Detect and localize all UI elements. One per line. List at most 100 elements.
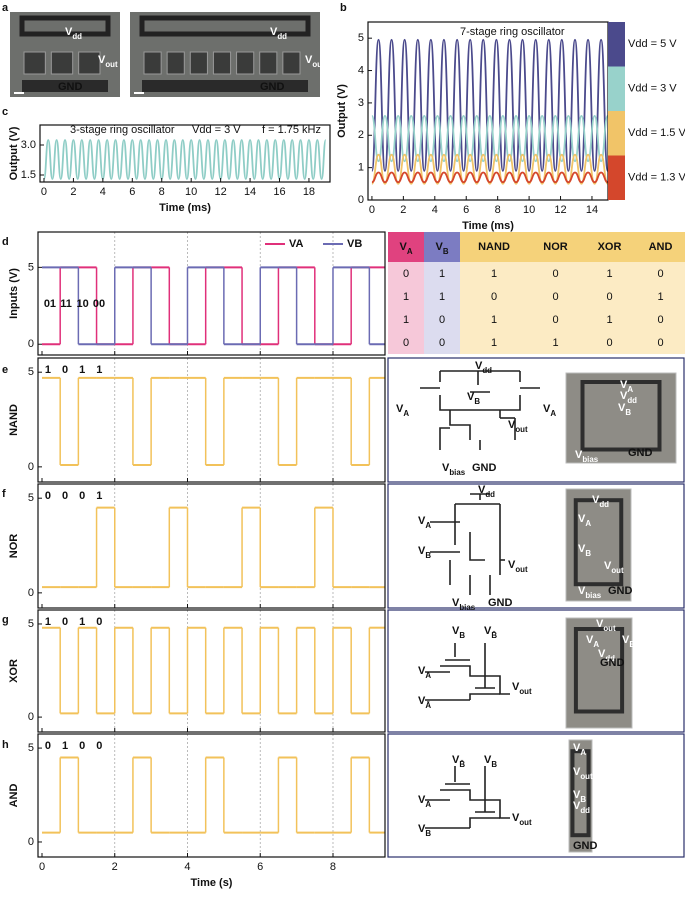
schematic-label: Vbias	[442, 462, 466, 477]
photo-label: Vout	[604, 560, 624, 575]
bit-label: 0	[45, 740, 51, 752]
schematic-label-main: V	[512, 681, 520, 693]
micrograph-label-sub: dd	[72, 32, 82, 41]
table-cell	[424, 331, 460, 354]
x-tick-label: 14	[244, 186, 256, 198]
gnd-pad	[22, 80, 108, 92]
photo-label-sub: B	[580, 795, 586, 804]
y-tick-label: 5	[28, 618, 34, 630]
photo-label: Vdd	[592, 494, 609, 509]
table-value: 0	[552, 291, 558, 303]
annotation: 7-stage ring oscillator	[460, 26, 565, 38]
micrograph-label-main: V	[270, 26, 278, 38]
annotation: 3-stage ring oscillator	[70, 124, 175, 136]
schematic-wire	[439, 395, 521, 411]
schematic-label: VA	[396, 403, 409, 418]
table-value: 0	[403, 268, 409, 280]
x-tick-label: 4	[432, 204, 438, 216]
photo-label-sub: A	[580, 748, 586, 757]
micrograph-label-main: V	[65, 26, 73, 38]
y-tick-label: 3.0	[21, 139, 36, 151]
panel-label: h	[2, 739, 9, 751]
table-cell	[460, 285, 528, 308]
schematic-label: Vout	[512, 681, 532, 696]
table-cell	[528, 262, 583, 285]
schematic-label: Vout	[512, 812, 532, 827]
table-value: 0	[657, 268, 663, 280]
device-metal	[580, 380, 662, 452]
photo-label: VA	[573, 742, 586, 757]
table-value: 1	[606, 314, 612, 326]
bit-label: 1	[45, 616, 51, 628]
x-tick-label: 4	[100, 186, 106, 198]
table-cell	[388, 285, 424, 308]
annotation: f = 1.75 kHz	[262, 124, 321, 136]
table-cell	[583, 285, 636, 308]
photo-label: Vout	[596, 618, 616, 633]
legend-label: VA	[289, 238, 304, 250]
bit-label: 0	[62, 616, 68, 628]
plot-frame	[37, 733, 386, 858]
micrograph-label: Vout	[305, 54, 325, 69]
micrograph-label-sub: out	[105, 60, 118, 69]
photo-label-main: V	[573, 789, 581, 801]
schematic-label-main: V	[467, 391, 475, 403]
photo-label-main: V	[573, 742, 581, 754]
panel-label: g	[2, 614, 9, 626]
schematic-label: Vbias	[452, 597, 476, 612]
photo-label: VA	[620, 379, 633, 394]
y-tick-label: 0	[28, 587, 34, 599]
series-line	[371, 38, 609, 172]
schematic-label-sub: B	[425, 551, 431, 560]
photo-label: GND	[573, 840, 598, 852]
table-value: 0	[657, 337, 663, 349]
bit-label: 1	[79, 364, 85, 376]
table-cell	[528, 331, 583, 354]
panel-label: a	[2, 2, 9, 14]
photo-label-main: V	[604, 560, 612, 572]
x-tick-label: 12	[554, 204, 566, 216]
transistor	[212, 51, 232, 75]
transistor	[23, 51, 46, 75]
x-axis-title: Time (ms)	[462, 220, 514, 232]
photo-label: Vdd	[620, 390, 637, 405]
transistor	[282, 51, 301, 75]
panel-label: b	[340, 2, 347, 14]
circuit-box	[387, 733, 685, 858]
x-tick-label: 6	[129, 186, 135, 198]
table-value: 1	[657, 291, 663, 303]
micrograph-label: Vdd	[270, 26, 287, 41]
schematic-label-sub: B	[425, 829, 431, 838]
micrograph-label: Vout	[98, 54, 118, 69]
transistor	[189, 51, 208, 75]
table-cell	[528, 285, 583, 308]
photo-label-main: V	[620, 379, 628, 391]
table-cell	[424, 262, 460, 285]
schematic-label-main: V	[484, 754, 492, 766]
photo-label-sub: dd	[580, 806, 590, 815]
photo-label-main: V	[578, 543, 586, 555]
x-axis-title: Time (ms)	[159, 202, 211, 214]
table-value: 1	[491, 337, 497, 349]
table-value: 0	[552, 268, 558, 280]
legend-label: Vdd = 3 V	[628, 83, 677, 95]
bit-label: 0	[96, 740, 102, 752]
photo-label-main: V	[592, 494, 600, 506]
legend-label: Vdd = 1.3 V	[628, 172, 685, 184]
schematic-label-main: V	[508, 419, 516, 431]
y-tick-label: 3	[358, 97, 364, 109]
x-tick-label: 8	[495, 204, 501, 216]
photo-label: Vout	[573, 766, 593, 781]
x-tick-label: 2	[112, 861, 118, 873]
bit-label: 01	[44, 298, 56, 310]
schematic-wire	[469, 817, 500, 828]
y-tick-label: 1	[358, 162, 364, 174]
schematic-wire	[469, 532, 485, 561]
photo-label-main: V	[620, 390, 628, 402]
photo-label: GND	[600, 657, 625, 669]
table-value: 1	[552, 337, 558, 349]
table-value: 0	[606, 337, 612, 349]
series-line	[371, 153, 609, 185]
x-tick-label: 18	[303, 186, 315, 198]
x-tick-label: 12	[214, 186, 226, 198]
